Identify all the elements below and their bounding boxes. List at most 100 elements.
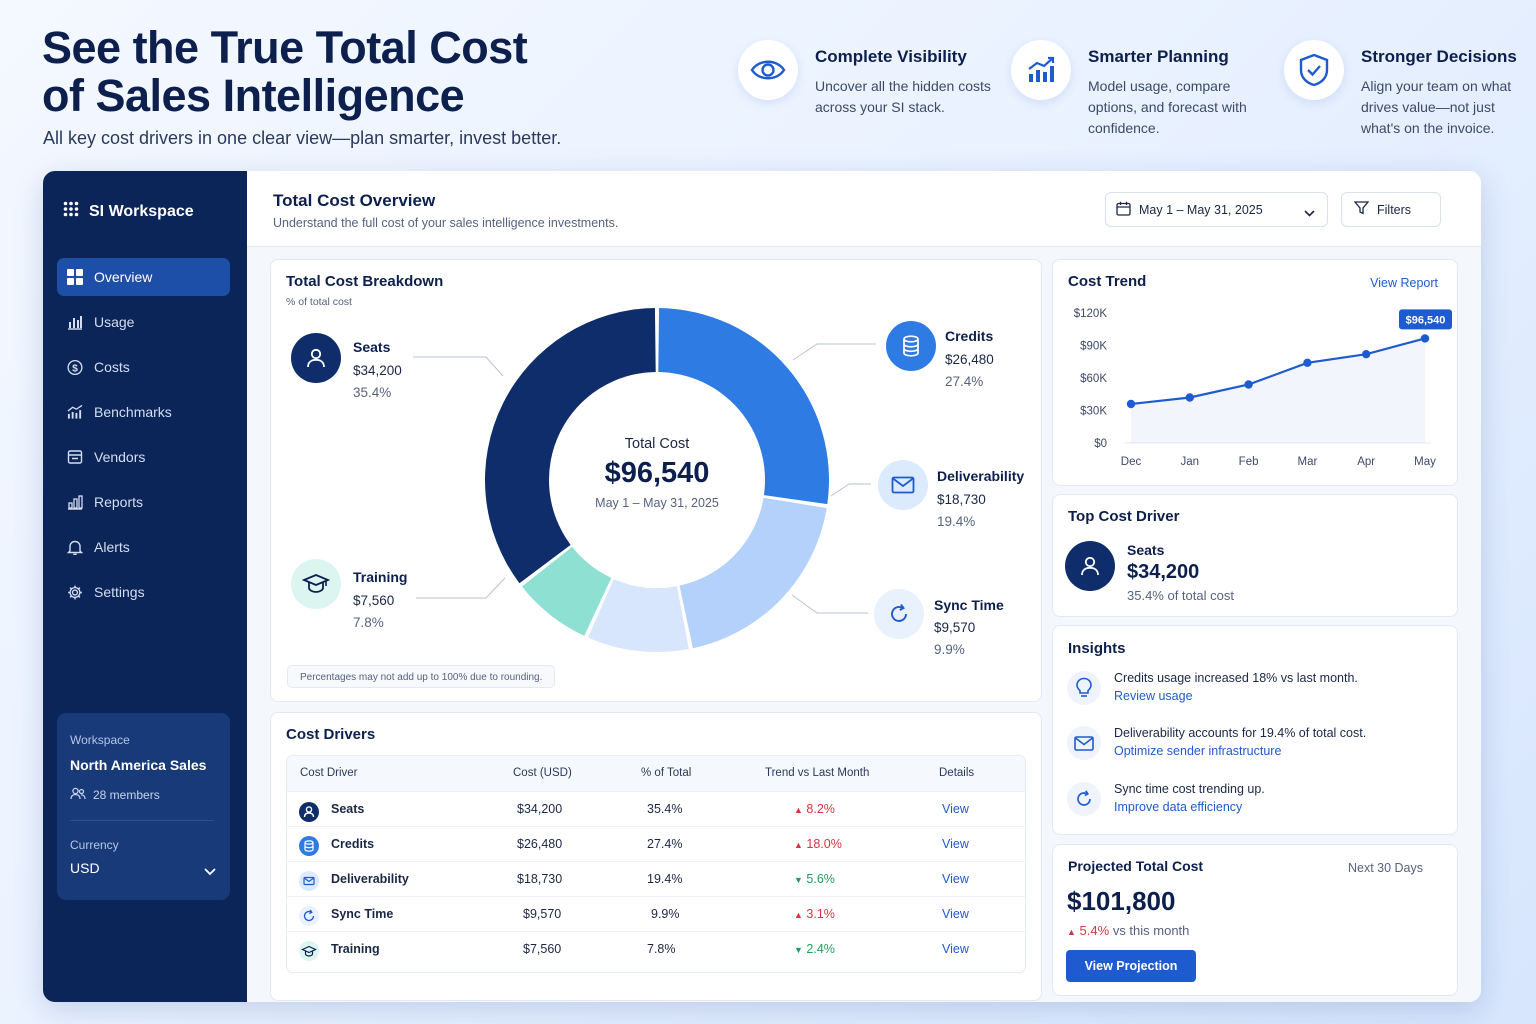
driver-name: Training xyxy=(331,942,380,956)
segment-pct: 7.8% xyxy=(353,615,384,630)
insight-link[interactable]: Improve data efficiency xyxy=(1114,800,1243,814)
insights-title: Insights xyxy=(1068,640,1126,657)
view-report-link[interactable]: View Report xyxy=(1370,276,1438,290)
donut-segment-sync-time[interactable] xyxy=(588,578,689,652)
table-header xyxy=(287,756,1025,791)
segment-value: $9,570 xyxy=(934,620,976,635)
view-link[interactable]: View xyxy=(942,872,969,886)
donut-segment-seats[interactable] xyxy=(484,308,656,584)
triangle-down-icon: ▼ xyxy=(794,945,803,955)
feature-decisions: Stronger Decisions Align your team on wh… xyxy=(1284,40,1534,150)
projection-delta-suffix: vs this month xyxy=(1112,923,1190,938)
svg-text:$: $ xyxy=(72,363,78,374)
donut-segment-training[interactable] xyxy=(521,546,612,636)
sidebar-item-label: Vendors xyxy=(94,449,146,465)
donut-segment-deliverability[interactable] xyxy=(679,497,827,649)
sidebar-item-usage[interactable]: Usage xyxy=(57,303,230,341)
trend-point[interactable] xyxy=(1362,349,1371,359)
report-icon xyxy=(67,494,83,510)
leader-line-deliverability xyxy=(830,483,871,497)
trend-point[interactable] xyxy=(1420,334,1430,343)
driver-trend: 8.2% xyxy=(806,802,835,816)
driver-pct: 19.4% xyxy=(647,872,683,886)
column-header: Details xyxy=(939,767,975,779)
driver-trend: 18.0% xyxy=(806,837,842,851)
hero-title-line2: of Sales Intelligence xyxy=(42,70,465,121)
app-window: SI Workspace Overview Usage $ Costs Benc… xyxy=(43,171,1481,1002)
chevron-down-icon xyxy=(1304,206,1315,220)
sidebar-item-alerts[interactable]: Alerts xyxy=(57,528,230,566)
sidebar-item-label: Reports xyxy=(94,494,144,510)
column-header: % of Total xyxy=(641,767,692,779)
segment-name: Training xyxy=(353,569,408,585)
feature-title: Smarter Planning xyxy=(1088,47,1229,66)
database-icon xyxy=(886,321,936,371)
grid-icon xyxy=(67,269,83,285)
sidebar-item-costs[interactable]: $ Costs xyxy=(57,348,230,386)
trend-point[interactable] xyxy=(1244,380,1253,389)
insight-text: Sync time cost trending up. xyxy=(1114,782,1265,796)
filters-button[interactable]: Filters xyxy=(1341,192,1441,227)
view-link[interactable]: View xyxy=(942,907,969,921)
x-tick-label: May xyxy=(1414,456,1436,468)
sidebar-item-vendors[interactable]: Vendors xyxy=(57,438,230,476)
driver-trend: 3.1% xyxy=(806,907,835,921)
workspace-name[interactable]: North America Sales xyxy=(70,757,207,773)
view-link[interactable]: View xyxy=(942,802,969,816)
segment-pct: 9.9% xyxy=(934,642,965,657)
trend-up: ▲ 18.0% xyxy=(794,827,842,862)
top-driver-pct: 35.4% of total cost xyxy=(1127,588,1234,603)
projection-delta-value: 5.4% xyxy=(1079,923,1110,938)
user-icon xyxy=(1065,541,1115,591)
x-tick-label: Dec xyxy=(1121,456,1142,468)
workspace-panel: Workspace North America Sales 28 members… xyxy=(57,713,230,900)
insight-item: Deliverability accounts for 19.4% of tot… xyxy=(1067,726,1437,770)
leader-line-training xyxy=(416,577,506,599)
callout-box xyxy=(1399,309,1452,330)
segment-value: $34,200 xyxy=(353,363,402,378)
view-projection-button[interactable]: View Projection xyxy=(1066,950,1196,982)
trend-point[interactable] xyxy=(1126,399,1136,409)
mail-icon xyxy=(299,870,319,891)
trend-chart-icon xyxy=(1011,40,1071,100)
driver-name: Credits xyxy=(331,837,375,851)
sidebar-item-overview[interactable]: Overview xyxy=(57,258,230,296)
sidebar-brand[interactable]: SI Workspace xyxy=(63,201,194,222)
trend-point[interactable] xyxy=(1303,358,1312,368)
trend-point[interactable] xyxy=(1185,393,1194,402)
cost-trend-chart: $120K $90K $60K $30K $0 Dec Jan Feb Mar Apr May $… xyxy=(1074,308,1452,468)
sidebar-item-reports[interactable]: Reports xyxy=(57,483,230,521)
table-row: Training $7,560 7.8% ▼ 2.4% View xyxy=(287,931,1025,967)
top-cost-driver-card: Top Cost Driver Seats $34,200 35.4% of t… xyxy=(1052,494,1458,617)
chevron-down-icon xyxy=(204,863,216,881)
sidebar-item-benchmarks[interactable]: Benchmarks xyxy=(57,393,230,431)
database-icon xyxy=(299,835,319,856)
feature-visibility: Complete Visibility Uncover all the hidd… xyxy=(738,40,1008,150)
date-range-picker[interactable]: May 1 – May 31, 2025 xyxy=(1105,192,1328,227)
table-row: Sync Time $9,570 9.9% ▲ 3.1% View xyxy=(287,896,1025,932)
breakdown-subtitle: % of total cost xyxy=(286,296,352,308)
donut-segment-credits[interactable] xyxy=(658,308,829,505)
segment-value: $26,480 xyxy=(945,352,994,367)
drivers-title: Cost Drivers xyxy=(286,726,376,743)
lightbulb-icon xyxy=(1067,671,1101,705)
donut-center-value: $96,540 xyxy=(604,457,710,489)
currency-select[interactable]: USD xyxy=(70,860,218,882)
sidebar-item-settings[interactable]: Settings xyxy=(57,573,230,611)
view-link[interactable]: View xyxy=(942,942,969,956)
leader-line-credits xyxy=(792,343,876,361)
insight-link[interactable]: Optimize sender infrastructure xyxy=(1114,744,1282,758)
x-tick-label: Feb xyxy=(1239,456,1259,468)
insight-link[interactable]: Review usage xyxy=(1114,689,1193,703)
members-label: 28 members xyxy=(93,788,160,802)
callout-label: $96,540 xyxy=(1406,314,1446,326)
main-content: Total Cost Overview Understand the full … xyxy=(247,171,1481,1002)
insight-text: Credits usage increased 18% vs last mont… xyxy=(1114,671,1358,685)
graduation-cap-icon xyxy=(299,940,319,961)
bell-icon xyxy=(67,539,83,555)
members-count: 28 members xyxy=(70,787,160,803)
view-link[interactable]: View xyxy=(942,837,969,851)
driver-name: Sync Time xyxy=(331,907,394,921)
mail-icon xyxy=(1067,726,1101,760)
divider xyxy=(70,820,214,821)
